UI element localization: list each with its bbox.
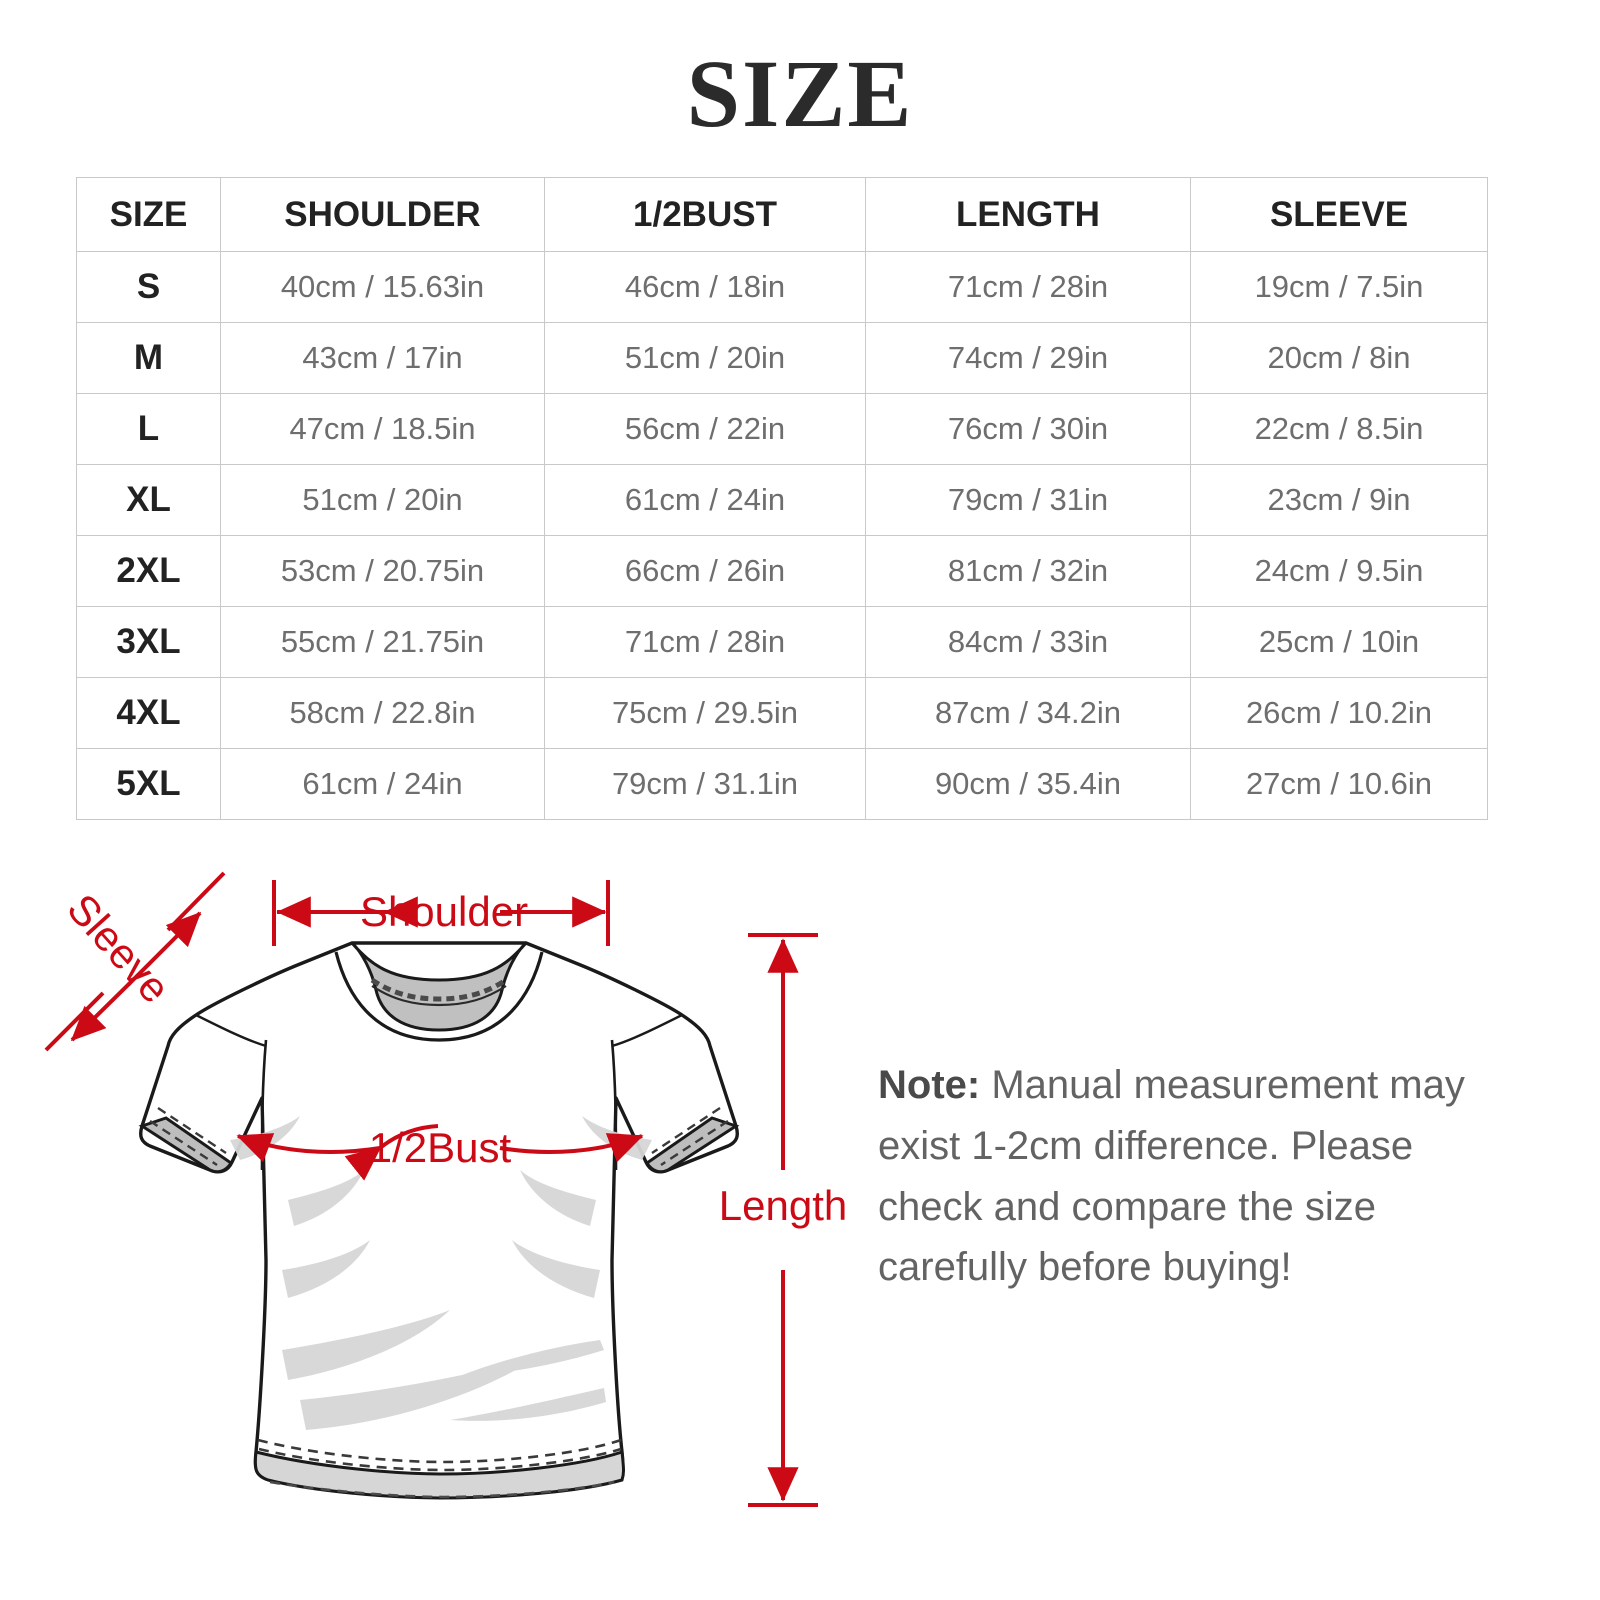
shoulder-measure: Shoulder <box>272 880 610 946</box>
note-text: Manual measurement may exist 1-2cm diffe… <box>878 1063 1465 1290</box>
cell-bust: 79cm / 31.1in <box>544 748 866 820</box>
note-prefix: Note: <box>878 1063 981 1107</box>
cell-bust: 75cm / 29.5in <box>544 677 866 749</box>
cell-length: 71cm / 28in <box>865 251 1191 323</box>
table-row: L 47cm / 18.5in 56cm / 22in 76cm / 30in … <box>76 393 1488 465</box>
half-bust-label: 1/2Bust <box>369 1124 512 1171</box>
cell-sleeve: 26cm / 10.2in <box>1190 677 1488 749</box>
shoulder-label: Shoulder <box>360 888 528 935</box>
cell-shoulder: 43cm / 17in <box>220 322 545 394</box>
column-header-bust: 1/2BUST <box>544 177 866 252</box>
cell-length: 74cm / 29in <box>865 322 1191 394</box>
column-header-sleeve: SLEEVE <box>1190 177 1488 252</box>
table-row: M 43cm / 17in 51cm / 20in 74cm / 29in 20… <box>76 322 1488 394</box>
cell-shoulder: 61cm / 24in <box>220 748 545 820</box>
cell-shoulder: 40cm / 15.63in <box>220 251 545 323</box>
cell-size: M <box>76 322 221 394</box>
cell-shoulder: 53cm / 20.75in <box>220 535 545 607</box>
cell-sleeve: 20cm / 8in <box>1190 322 1488 394</box>
table-row: S 40cm / 15.63in 46cm / 18in 71cm / 28in… <box>76 251 1488 323</box>
cell-bust: 56cm / 22in <box>544 393 866 465</box>
column-header-shoulder: SHOULDER <box>220 177 545 252</box>
page-title: SIZE <box>686 40 914 147</box>
cell-size: 4XL <box>76 677 221 749</box>
cell-shoulder: 58cm / 22.8in <box>220 677 545 749</box>
table-row: 3XL 55cm / 21.75in 71cm / 28in 84cm / 33… <box>76 606 1488 678</box>
cell-size: L <box>76 393 221 465</box>
cell-length: 76cm / 30in <box>865 393 1191 465</box>
cell-sleeve: 27cm / 10.6in <box>1190 748 1488 820</box>
table-row: 5XL 61cm / 24in 79cm / 31.1in 90cm / 35.… <box>76 748 1488 820</box>
note-block: Note: Manual measurement may exist 1-2cm… <box>878 1055 1518 1298</box>
column-header-length: LENGTH <box>865 177 1191 252</box>
length-measure: Length <box>719 933 847 1507</box>
cell-length: 84cm / 33in <box>865 606 1191 678</box>
cell-shoulder: 51cm / 20in <box>220 464 545 536</box>
column-header-size: SIZE <box>76 177 221 252</box>
cell-sleeve: 24cm / 9.5in <box>1190 535 1488 607</box>
cell-size: S <box>76 251 221 323</box>
cell-bust: 66cm / 26in <box>544 535 866 607</box>
tshirt-illustration <box>138 941 740 1500</box>
cell-length: 81cm / 32in <box>865 535 1191 607</box>
cell-bust: 46cm / 18in <box>544 251 866 323</box>
cell-size: 5XL <box>76 748 221 820</box>
half-bust-measure: 1/2Bust <box>236 1124 644 1181</box>
tshirt-measurement-diagram: Shoulder Sleeve 1/2Bust <box>0 840 900 1580</box>
table-header-row: SIZE SHOULDER 1/2BUST LENGTH SLEEVE <box>76 177 1488 252</box>
cell-shoulder: 47cm / 18.5in <box>220 393 545 465</box>
table-row: 4XL 58cm / 22.8in 75cm / 29.5in 87cm / 3… <box>76 677 1488 749</box>
table-row: 2XL 53cm / 20.75in 66cm / 26in 81cm / 32… <box>76 535 1488 607</box>
cell-size: 2XL <box>76 535 221 607</box>
cell-length: 90cm / 35.4in <box>865 748 1191 820</box>
cell-bust: 71cm / 28in <box>544 606 866 678</box>
cell-sleeve: 23cm / 9in <box>1190 464 1488 536</box>
cell-size: XL <box>76 464 221 536</box>
cell-sleeve: 25cm / 10in <box>1190 606 1488 678</box>
cell-sleeve: 22cm / 8.5in <box>1190 393 1488 465</box>
length-label: Length <box>719 1182 847 1229</box>
cell-length: 87cm / 34.2in <box>865 677 1191 749</box>
cell-bust: 51cm / 20in <box>544 322 866 394</box>
size-table: SIZE SHOULDER 1/2BUST LENGTH SLEEVE S 40… <box>76 177 1488 820</box>
table-row: XL 51cm / 20in 61cm / 24in 79cm / 31in 2… <box>76 464 1488 536</box>
cell-sleeve: 19cm / 7.5in <box>1190 251 1488 323</box>
cell-shoulder: 55cm / 21.75in <box>220 606 545 678</box>
cell-size: 3XL <box>76 606 221 678</box>
cell-bust: 61cm / 24in <box>544 464 866 536</box>
cell-length: 79cm / 31in <box>865 464 1191 536</box>
